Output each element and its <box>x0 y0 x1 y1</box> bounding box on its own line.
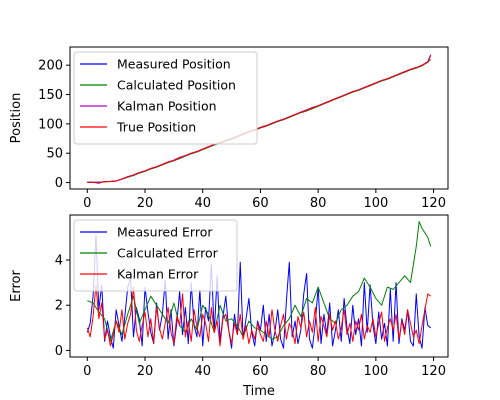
x-tick-label: 120 <box>421 364 446 379</box>
x-tick-label: 60 <box>252 364 269 379</box>
x-tick-label: 20 <box>137 364 154 379</box>
series-group <box>86 221 432 349</box>
y-tick-label: 0 <box>55 176 63 191</box>
legend-box <box>73 51 258 145</box>
legend-entry: Kalman Position <box>117 99 217 114</box>
legend-entry: Calculated Position <box>117 78 236 93</box>
legend-entry: Calculated Error <box>117 246 219 261</box>
y-tick-label: 150 <box>38 88 63 103</box>
x-tick-label: 0 <box>83 364 91 379</box>
x-tick-label: 80 <box>310 196 327 211</box>
x-tick-label: 40 <box>194 364 211 379</box>
x-tick-label: 40 <box>194 196 211 211</box>
legend-entry: Measured Error <box>117 225 213 240</box>
legend-entry: Kalman Error <box>117 267 199 282</box>
series-group <box>87 54 432 184</box>
x-tick-label: 100 <box>363 364 388 379</box>
x-tick-label: 0 <box>83 196 91 211</box>
legend: Measured Error Calculated Error Kalman Err… <box>73 219 238 292</box>
series-line-measured-error <box>86 234 431 349</box>
y-tick-label: 2 <box>55 299 63 314</box>
y-tick-label: 100 <box>38 117 63 132</box>
series-line-true-position <box>87 55 432 184</box>
y-tick-label: 50 <box>46 147 63 162</box>
y-tick-label: 4 <box>55 253 63 268</box>
x-tick-label: 120 <box>421 196 446 211</box>
legend: Measured Position Calculated Position Kalm… <box>73 51 258 145</box>
x-tick-label: 60 <box>252 196 269 211</box>
y-tick-label: 0 <box>55 344 63 359</box>
legend-box <box>73 219 238 292</box>
x-tick-label: 20 <box>137 196 154 211</box>
axes-frame <box>69 46 449 190</box>
y-tick-label: 200 <box>38 59 63 74</box>
y-axis-label: Error <box>9 270 24 302</box>
legend-entry: True Position <box>116 120 196 135</box>
axes-frame <box>69 214 449 358</box>
legend-entry: Measured Position <box>117 57 231 72</box>
series-line-calculated-error <box>87 221 432 342</box>
position-panel: 0 20 40 60 80 100 120 0 50 100 150 200 Position Measu… <box>9 46 449 211</box>
y-axis-label: Position <box>9 93 24 144</box>
series-line-kalman-error <box>86 284 431 347</box>
x-tick-label: 80 <box>310 364 327 379</box>
x-tick-label: 100 <box>363 196 388 211</box>
x-axis-label: Time <box>242 384 275 399</box>
error-panel: 0 20 40 60 80 100 120 0 2 4 Error Time Measured Erro… <box>9 214 449 399</box>
